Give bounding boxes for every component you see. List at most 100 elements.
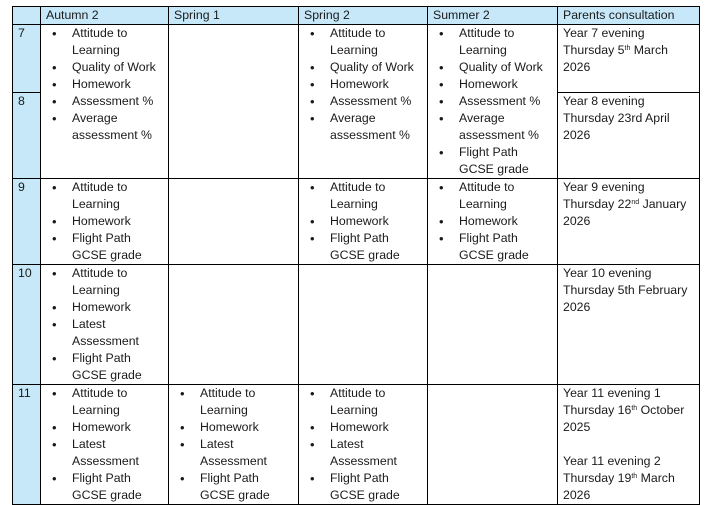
consultation-cell: Year 8 evening Thursday 23rd April 2026	[557, 91, 700, 180]
consultation-date: Thursday 5th March 2026	[563, 42, 694, 76]
criteria-list: Attitude to LearningHomeworkLatest Asses…	[174, 385, 293, 504]
term-cell	[168, 264, 299, 385]
consultation-block: Year 10 evening Thursday 5th February 202…	[563, 265, 694, 316]
column-header: Spring 1	[168, 6, 299, 25]
consultation-date: Thursday 19th March 2026	[563, 470, 694, 504]
header-row: Autumn 2 Spring 1 Spring 2 Summer 2 Parents …	[12, 6, 700, 25]
ordinal-suffix: th	[631, 473, 638, 480]
term-cell: Attitude to LearningHomeworkLatest Asses…	[168, 384, 299, 505]
consultation-block: Year 7 evening Thursday 5th March 2026	[563, 25, 694, 76]
consultation-date: Thursday 23rd April 2026	[563, 110, 694, 144]
list-item: Attitude to Learning	[433, 179, 552, 213]
consultation-block: Year 11 evening 1 Thursday 16th October 2…	[563, 385, 694, 436]
date-text: March 2026	[563, 471, 675, 502]
date-text: Thursday 5	[563, 43, 625, 57]
term-cell: Attitude to LearningHomeworkLatest Asses…	[298, 384, 428, 505]
ordinal-suffix: nd	[631, 199, 640, 206]
list-item: Homework	[174, 419, 293, 436]
consultation-title: Year 10 evening	[563, 266, 652, 280]
list-item: Homework	[46, 299, 163, 316]
term-cell: Attitude to LearningQuality of WorkHomew…	[40, 24, 169, 179]
criteria-list: Attitude to LearningQuality of WorkHomew…	[46, 25, 163, 144]
consultation-date: Thursday 5th February 2026	[563, 282, 694, 316]
list-item: Attitude to Learning	[46, 179, 163, 213]
term-cell	[168, 178, 299, 265]
term-cell: Attitude to LearningQuality of WorkHomew…	[427, 24, 558, 179]
criteria-list: Attitude to LearningHomeworkFlight Path …	[46, 179, 163, 264]
year-cell: 9	[12, 178, 41, 265]
list-item: Quality of Work	[433, 59, 552, 76]
date-text: Thursday 5th February 2026	[563, 283, 688, 314]
table-row: 11Attitude to LearningHomeworkLatest Ass…	[12, 384, 700, 505]
term-cell: Attitude to LearningHomeworkFlight Path …	[427, 178, 558, 265]
date-text: March 2026	[563, 43, 668, 74]
list-item: Attitude to Learning	[304, 179, 422, 213]
consultation-date: Thursday 22nd January 2026	[563, 196, 694, 230]
date-text: Thursday 22	[563, 197, 632, 211]
consultation-block: Year 11 evening 2 Thursday 19th March 202…	[563, 453, 694, 504]
list-item: Homework	[46, 76, 163, 93]
list-item: Homework	[433, 76, 552, 93]
column-header-blank	[12, 6, 41, 25]
list-item: Average assessment %	[46, 110, 163, 144]
consultation-date: Thursday 16th October 2025	[563, 402, 694, 436]
list-item: Attitude to Learning	[46, 385, 163, 419]
consultation-title: Year 11 evening 2	[563, 454, 661, 468]
consultation-title: Year 8 evening	[563, 93, 645, 108]
consultation-cell: Year 9 evening Thursday 22nd January 2026	[557, 178, 700, 265]
list-item: Flight Path GCSE grade	[46, 230, 163, 264]
term-cell: Attitude to LearningHomeworkFlight Path …	[40, 178, 169, 265]
list-item: Attitude to Learning	[46, 265, 163, 299]
column-header: Spring 2	[298, 6, 428, 25]
list-item: Assessment %	[304, 93, 422, 110]
consultation-cell: Year 10 evening Thursday 5th February 202…	[557, 264, 700, 385]
column-header: Parents consultation	[557, 6, 700, 25]
date-text: Thursday 16	[563, 403, 632, 417]
ordinal-suffix: th	[631, 405, 638, 412]
term-cell: Attitude to LearningHomeworkLatest Asses…	[40, 264, 169, 385]
criteria-list: Attitude to LearningHomeworkFlight Path …	[304, 179, 422, 264]
consultation-cell: Year 11 evening 1 Thursday 16th October 2…	[557, 384, 700, 505]
year-cell: 8	[12, 91, 41, 180]
list-item: Homework	[304, 213, 422, 230]
list-item: Attitude to Learning	[304, 385, 422, 419]
list-item: Average assessment %	[433, 110, 552, 144]
table-row: 8 Year 8 evening Thursday 23rd April 2026	[12, 91, 700, 180]
list-item: Homework	[46, 419, 163, 436]
date-text: Thursday 19	[563, 471, 632, 485]
consultation-title: Year 11 evening 1	[563, 386, 661, 400]
column-header: Summer 2	[427, 6, 558, 25]
consultation-title: Year 9 evening	[563, 180, 645, 194]
list-item: Attitude to Learning	[433, 25, 552, 59]
list-item: Latest Assessment	[46, 436, 163, 470]
list-item: Homework	[46, 213, 163, 230]
term-cell: Attitude to LearningHomeworkLatest Asses…	[40, 384, 169, 505]
list-item: Attitude to Learning	[304, 25, 422, 59]
term-cell	[298, 264, 428, 385]
year-cell: 7	[12, 24, 41, 93]
list-item: Attitude to Learning	[174, 385, 293, 419]
list-item: Flight Path GCSE grade	[433, 230, 552, 264]
criteria-list: Attitude to LearningHomeworkLatest Asses…	[46, 385, 163, 504]
consultation-block: Year 8 evening Thursday 23rd April 2026	[563, 93, 694, 144]
date-text: January 2026	[563, 197, 687, 228]
table-row: 7Attitude to LearningQuality of WorkHome…	[12, 24, 700, 179]
year-cell: 11	[12, 384, 41, 505]
term-cell: Attitude to LearningHomeworkFlight Path …	[298, 178, 428, 265]
list-item: Attitude to Learning	[46, 25, 163, 59]
table-row: 9Attitude to LearningHomeworkFlight Path…	[12, 178, 700, 265]
list-item: Flight Path GCSE grade	[174, 470, 293, 504]
table-row: 10Attitude to LearningHomeworkLatest Ass…	[12, 264, 700, 385]
list-item: Assessment %	[46, 93, 163, 110]
list-item: Latest Assessment	[174, 436, 293, 470]
list-item: Homework	[433, 213, 552, 230]
term-cell	[168, 24, 299, 179]
report-schedule-table: Autumn 2 Spring 1 Spring 2 Summer 2 Parents …	[12, 6, 700, 505]
criteria-list: Attitude to LearningHomeworkLatest Asses…	[46, 265, 163, 384]
term-cell	[427, 384, 558, 505]
list-item: Flight Path GCSE grade	[304, 230, 422, 264]
column-header: Autumn 2	[40, 6, 169, 25]
ordinal-suffix: th	[624, 45, 631, 52]
list-item: Flight Path GCSE grade	[304, 470, 422, 504]
list-item: Average assessment %	[304, 110, 422, 144]
